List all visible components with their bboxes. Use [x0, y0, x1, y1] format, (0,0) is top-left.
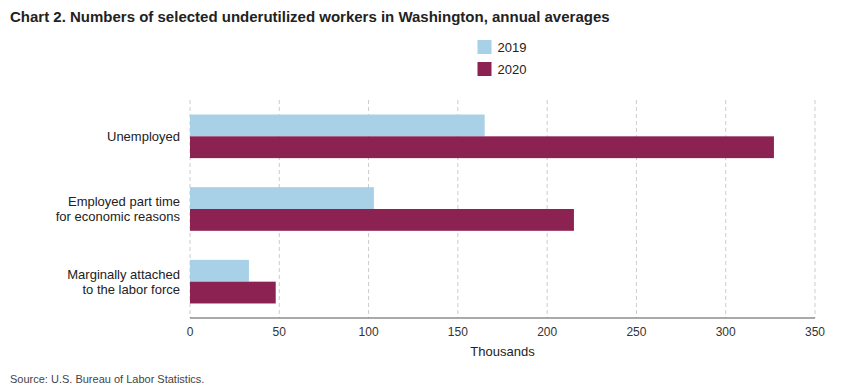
- title: Chart 2. Numbers of selected underutiliz…: [10, 8, 610, 25]
- x-tick-label: 50: [273, 325, 287, 339]
- bar: [190, 187, 374, 209]
- legend-label: 2020: [498, 62, 527, 77]
- y-tick-label: Employed part timefor economic reasons: [56, 194, 181, 224]
- bar: [190, 136, 774, 158]
- chart: Chart 2. Numbers of selected underutiliz…: [0, 0, 841, 391]
- x-tick-label: 100: [359, 325, 379, 339]
- bar: [190, 115, 485, 137]
- x-axis-line: [190, 318, 815, 319]
- x-tick-label: 0: [187, 325, 194, 339]
- grid-line: [815, 100, 816, 318]
- bar: [190, 282, 276, 304]
- x-tick-label: 250: [626, 325, 646, 339]
- grid: [190, 100, 815, 318]
- legend-label: 2019: [498, 40, 527, 55]
- y-tick-label: Unemployed: [107, 129, 180, 144]
- y-tick-label: Marginally attachedto the labor force: [67, 267, 180, 297]
- legend-swatch: [478, 40, 492, 54]
- x-axis-label: Thousands: [470, 344, 535, 359]
- x-tick-label: 350: [805, 325, 825, 339]
- x-tick-label: 300: [716, 325, 736, 339]
- legend-swatch: [478, 62, 492, 76]
- bars: [190, 115, 774, 304]
- bar: [190, 209, 574, 231]
- bar: [190, 260, 249, 282]
- source: Source: U.S. Bureau of Labor Statistics.: [10, 373, 204, 385]
- grid-line: [636, 100, 637, 318]
- legend: 2019 2020: [478, 40, 527, 77]
- x-tick-label: 150: [448, 325, 468, 339]
- grid-line: [725, 100, 726, 318]
- x-tick-label: 200: [537, 325, 557, 339]
